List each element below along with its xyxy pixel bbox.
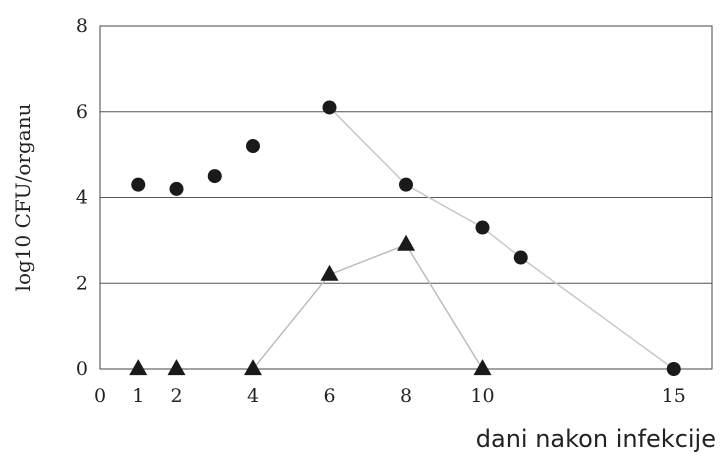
x-tick-label-10: 10 xyxy=(470,385,494,407)
series-1-point-3 xyxy=(320,264,339,281)
y-tick-label-6: 6 xyxy=(76,101,88,123)
series-1-point-0 xyxy=(129,359,148,376)
series-0-point-6 xyxy=(475,220,490,235)
x-tick-label-1: 1 xyxy=(132,385,144,407)
series-lines xyxy=(252,106,675,370)
series-markers xyxy=(129,100,681,376)
x-tick-label-8: 8 xyxy=(400,385,412,407)
series-0-point-4 xyxy=(322,100,337,115)
y-axis-label: log10 CFU/organu xyxy=(11,103,35,291)
series-1-point-2 xyxy=(244,359,262,376)
x-tick-label-4: 4 xyxy=(247,385,259,407)
series-0-point-5 xyxy=(399,177,413,192)
series-line-0 xyxy=(328,106,675,370)
y-tick-label-8: 8 xyxy=(76,15,88,37)
x-tick-label-6: 6 xyxy=(323,385,335,407)
x-tick-label-0: 0 xyxy=(94,385,106,407)
y-tick-label-4: 4 xyxy=(76,187,88,209)
series-0-point-0 xyxy=(131,177,146,192)
series-0-point-7 xyxy=(513,250,528,265)
y-tick-labels: 0 2 4 6 8 xyxy=(76,15,88,380)
x-tick-label-15: 15 xyxy=(662,385,686,407)
series-0-point-8 xyxy=(666,362,681,376)
x-tick-labels: 0 1 2 4 6 8 10 15 xyxy=(94,385,686,407)
series-1-point-4 xyxy=(397,234,415,251)
series-1-point-5 xyxy=(473,359,492,376)
y-tick-label-2: 2 xyxy=(76,272,88,294)
series-0-point-2 xyxy=(207,169,222,184)
x-tick-label-2: 2 xyxy=(170,385,182,407)
series-1-point-1 xyxy=(167,359,186,376)
plot-frame xyxy=(99,25,713,370)
series-0-point-1 xyxy=(169,181,184,196)
x-axis-label: dani nakon infekcije xyxy=(476,425,716,453)
gridlines xyxy=(100,111,712,284)
series-0-point-3 xyxy=(246,139,260,154)
y-tick-label-0: 0 xyxy=(76,358,88,380)
series-line-1 xyxy=(252,243,484,370)
